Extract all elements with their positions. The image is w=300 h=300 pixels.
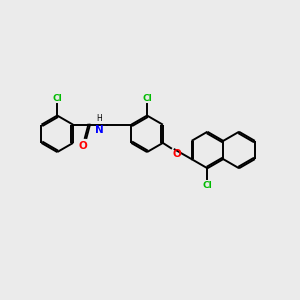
Text: N: N	[95, 125, 104, 135]
Text: Cl: Cl	[202, 181, 212, 190]
Text: Cl: Cl	[142, 94, 152, 103]
Text: H: H	[97, 114, 102, 123]
Text: O: O	[172, 149, 181, 159]
Text: O: O	[79, 141, 88, 151]
Text: Cl: Cl	[52, 94, 62, 103]
